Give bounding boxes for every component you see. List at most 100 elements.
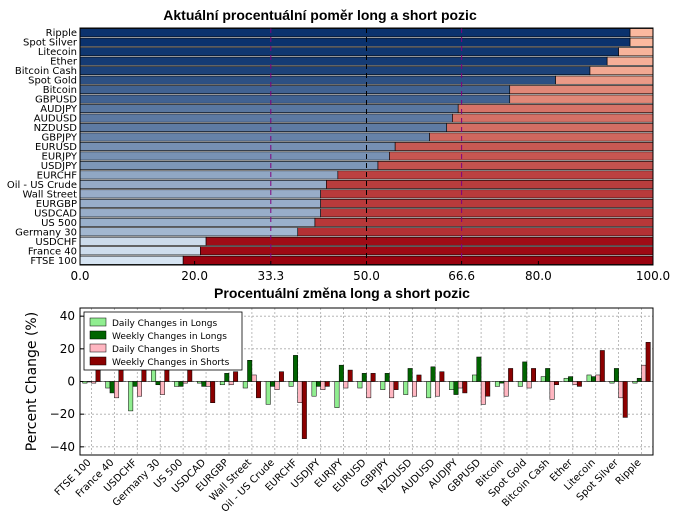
change-bar [155, 381, 161, 386]
short-bar [326, 179, 654, 189]
x-tick-label: 33.3 [257, 269, 284, 283]
short-bar [200, 246, 654, 256]
category-label: Ether [50, 57, 78, 68]
long-bar [79, 246, 201, 256]
y-tick-label: −40 [50, 440, 75, 454]
change-bar [480, 381, 486, 405]
change-bar [636, 377, 642, 382]
x-tick-label: 20.0 [181, 269, 208, 283]
change-bar [522, 361, 528, 382]
short-bar [629, 37, 654, 47]
change-bar [233, 371, 239, 382]
change-bar [366, 381, 372, 399]
change-bar [457, 381, 463, 389]
y-tick-label: 0 [67, 375, 75, 389]
long-bar [79, 217, 316, 227]
short-bar [589, 66, 654, 76]
change-bar [210, 381, 216, 403]
change-bar [389, 381, 395, 399]
change-bar [301, 381, 307, 439]
category-label: France 40 [28, 246, 77, 257]
change-bar [568, 376, 574, 382]
category-label: AUDJPY [40, 104, 78, 115]
y-axis-label: Percent Change (%) [24, 312, 40, 451]
change-bar [618, 381, 624, 399]
short-bar [509, 94, 654, 104]
change-bar [242, 381, 248, 389]
change-bar [196, 381, 202, 384]
change-bar [105, 381, 111, 389]
category-label: FTSE 100 [30, 256, 77, 267]
short-bar [377, 161, 654, 170]
short-bar [320, 208, 654, 218]
short-bar [446, 123, 654, 132]
short-bar [429, 132, 654, 142]
legend-label: Weekly Changes in Longs [112, 332, 227, 342]
short-bar [452, 113, 654, 123]
short-bar [629, 28, 654, 38]
short-bar [337, 170, 654, 180]
change-bar [201, 381, 207, 387]
change-bar [407, 368, 413, 382]
change-bar [485, 381, 491, 397]
change-bar [251, 374, 257, 382]
change-bar [132, 381, 138, 387]
category-label: Bitcoin [43, 85, 77, 96]
change-bar [508, 368, 514, 382]
legend-label: Daily Changes in Shorts [112, 345, 220, 355]
long-bar [79, 37, 631, 47]
change-bar [453, 381, 459, 395]
short-bar [205, 236, 654, 246]
change-bar [324, 381, 330, 387]
change-bar [599, 350, 605, 382]
category-label: Ripple [614, 457, 644, 487]
x-tick-label: 100.0 [636, 269, 670, 283]
category-label: EURGBP [36, 199, 77, 210]
long-bar [79, 66, 591, 76]
change-bar [151, 369, 157, 382]
long-bar [79, 198, 321, 208]
long-bar [79, 94, 511, 104]
long-bar [79, 208, 321, 218]
change-bar [435, 381, 440, 397]
change-bar [430, 366, 436, 382]
change-bar [563, 377, 569, 382]
legend-swatch [89, 356, 107, 366]
long-bar [79, 179, 327, 189]
y-tick-label: −20 [50, 407, 75, 421]
change-bar [517, 381, 523, 387]
change-bar [403, 381, 409, 395]
change-bar [338, 364, 344, 382]
change-bar [316, 381, 321, 387]
chart-title-bottom: Procentuální změna long a short pozic [214, 285, 470, 301]
legend-swatch [89, 330, 107, 340]
change-bar [622, 381, 628, 418]
category-label: NZDUSD [34, 123, 78, 134]
legend-swatch [89, 317, 107, 327]
long-bar [79, 170, 339, 180]
change-bar [572, 381, 578, 386]
chart-title-top: Aktuální procentuální poměr long a short… [163, 7, 477, 23]
change-bar [494, 381, 500, 387]
short-bar [389, 151, 654, 161]
short-bar [314, 217, 654, 227]
short-bar [320, 198, 654, 208]
category-label: AUDUSD [34, 114, 78, 125]
long-bar [79, 151, 390, 161]
long-bar [79, 255, 184, 265]
plot-frame [79, 307, 654, 456]
change-bar [609, 381, 615, 384]
change-bar [361, 373, 367, 382]
change-bar [476, 356, 482, 382]
short-bar [394, 142, 654, 151]
change-bar [288, 381, 294, 387]
legend-swatch [89, 343, 107, 353]
category-label: EURCHF [37, 170, 78, 181]
change-bar [540, 376, 546, 382]
category-label: US 500 [41, 218, 77, 229]
change-bar [86, 381, 92, 383]
change-bar [347, 369, 353, 382]
category-label: Wall Street [23, 189, 78, 200]
change-bar [219, 381, 225, 386]
change-bar [586, 374, 592, 382]
